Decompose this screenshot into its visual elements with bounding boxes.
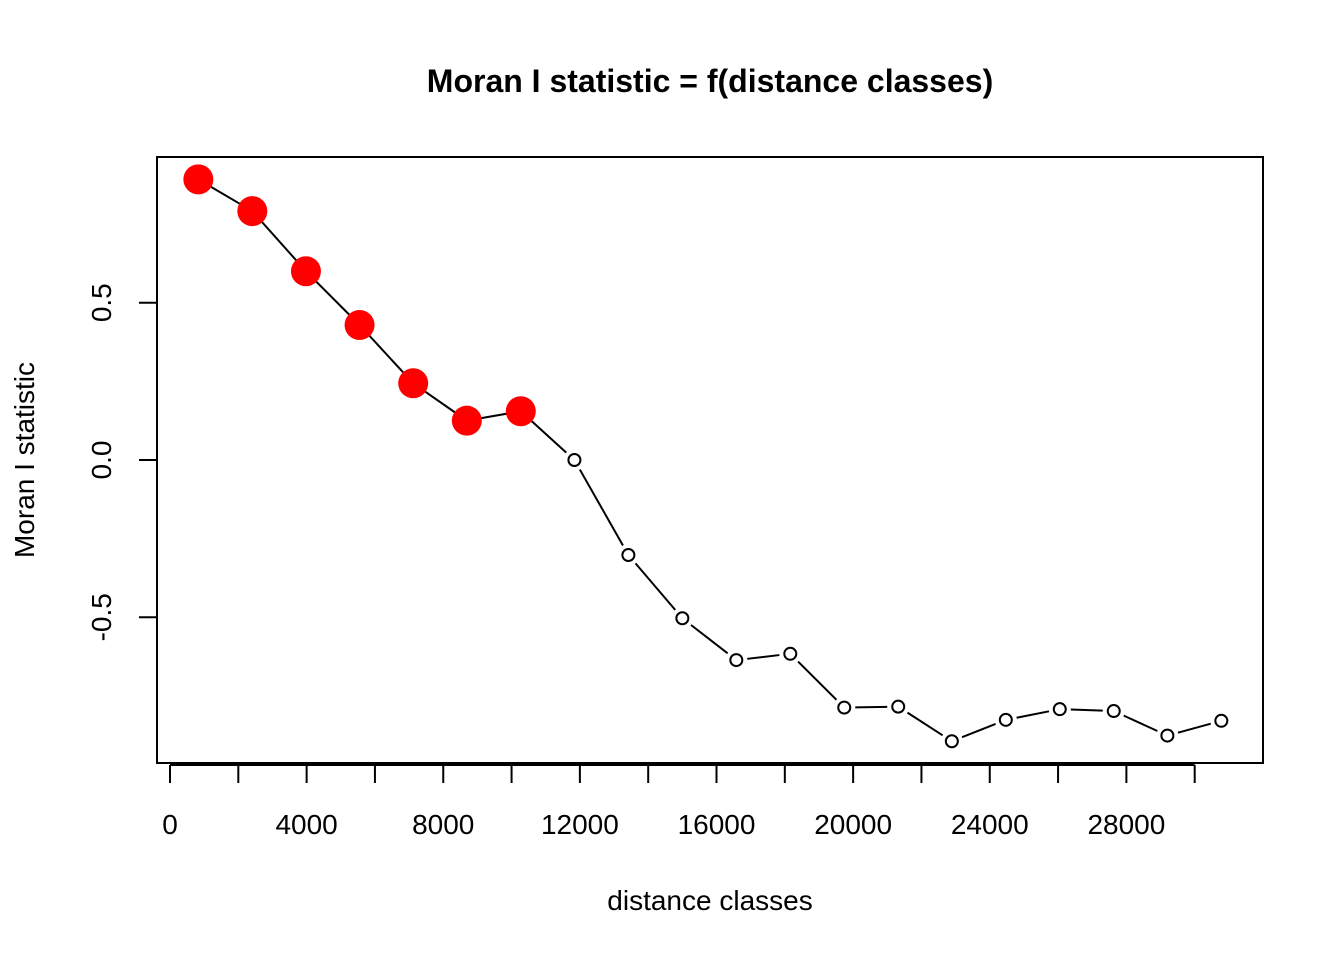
significant-point (183, 164, 214, 195)
significant-point (451, 405, 482, 436)
nonsignificant-point (783, 646, 798, 661)
significant-point (398, 368, 429, 399)
x-axis-label: distance classes (607, 885, 812, 916)
series-segment (1070, 708, 1103, 712)
x-tick-label: 12000 (541, 809, 619, 840)
series-segment (578, 469, 624, 546)
series-segment (797, 660, 838, 701)
nonsignificant-point (837, 700, 852, 715)
x-tick-label: 4000 (275, 809, 337, 840)
nonsignificant-point (1214, 713, 1229, 728)
series-segment (855, 705, 888, 709)
nonsignificant-point (998, 712, 1013, 727)
series-segment (366, 332, 407, 376)
x-tick-label: 28000 (1087, 809, 1165, 840)
x-tick-label: 20000 (814, 809, 892, 840)
x-tick-label: 16000 (678, 809, 756, 840)
nonsignificant-point (675, 611, 690, 626)
significant-point (237, 196, 268, 227)
series-segment (421, 388, 459, 416)
nonsignificant-point (944, 734, 959, 749)
y-tick-label: -0.5 (86, 593, 117, 641)
series-segment (207, 184, 244, 207)
nonsignificant-point (729, 653, 744, 668)
x-tick-label: 24000 (951, 809, 1029, 840)
nonsignificant-point (621, 548, 636, 563)
series-segment (258, 218, 300, 264)
x-axis: 0 4000 8000 12000 16000 20000 24000 28000 (162, 764, 1196, 840)
series-segment (477, 412, 511, 420)
series-points (183, 164, 1229, 749)
series-lines (207, 184, 1211, 739)
series-segment (1123, 714, 1158, 732)
series-segment (906, 711, 944, 737)
series-segment (747, 654, 780, 660)
chart-title: Moran I statistic = f(distance classes) (427, 63, 993, 99)
series-segment (1177, 722, 1211, 734)
y-axis: -0.5 0.0 0.5 (86, 283, 158, 641)
significant-point (344, 310, 375, 341)
y-tick-label: 0.5 (86, 283, 117, 322)
series-segment (1016, 710, 1050, 719)
x-tick-label: 8000 (412, 809, 474, 840)
x-tick-label: 0 (162, 809, 178, 840)
y-tick-label: 0.0 (86, 441, 117, 480)
nonsignificant-point (891, 699, 906, 714)
series-segment (961, 722, 996, 739)
nonsignificant-point (567, 453, 582, 467)
nonsignificant-point (1106, 704, 1121, 719)
series-segment (313, 278, 353, 318)
nonsignificant-point (1160, 728, 1175, 743)
series-segment (528, 417, 567, 454)
significant-point (505, 396, 536, 427)
significant-point (290, 256, 321, 287)
series-segment (634, 562, 676, 611)
y-axis-label: Moran I statistic (9, 362, 40, 558)
nonsignificant-point (1052, 702, 1067, 717)
series-segment (690, 624, 729, 655)
